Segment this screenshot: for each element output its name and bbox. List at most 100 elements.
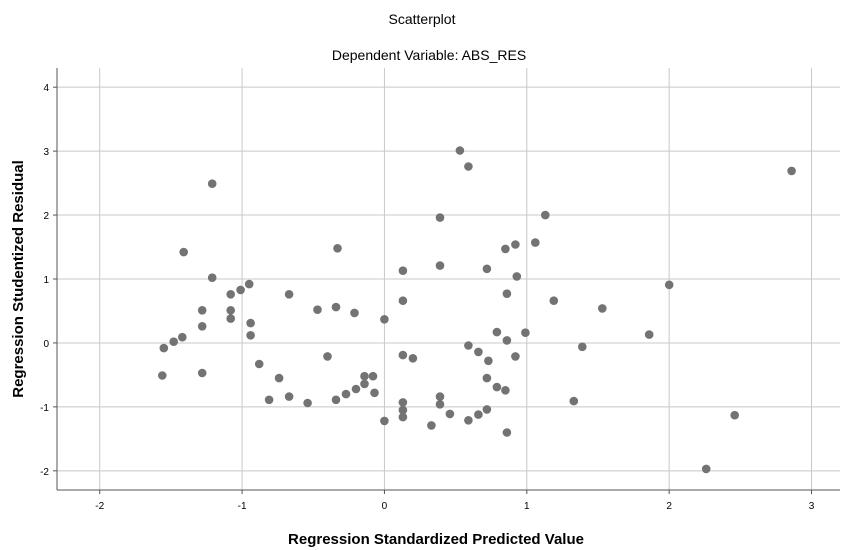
scatter-point — [482, 405, 492, 414]
data-points — [158, 146, 796, 474]
x-tick-label: 3 — [809, 501, 815, 512]
scatter-point — [274, 373, 284, 383]
scatter-point — [313, 305, 322, 315]
scatter-point — [178, 332, 187, 342]
y-tick-label: 1 — [43, 275, 49, 286]
scatter-point — [236, 285, 245, 295]
scatter-point — [398, 350, 408, 360]
y-tick-label: -1 — [40, 403, 49, 414]
scatter-point — [350, 308, 359, 318]
scatter-point — [368, 371, 378, 381]
scatter-point — [380, 315, 389, 324]
scatter-point — [501, 386, 510, 395]
y-tick-label: 3 — [43, 147, 49, 158]
y-tick-label: 0 — [43, 339, 49, 350]
scatter-point — [464, 416, 473, 425]
scatter-point — [380, 416, 389, 426]
scatter-point — [169, 337, 178, 347]
scatter-point — [331, 302, 341, 312]
scatter-point — [511, 352, 520, 361]
scatter-point — [207, 179, 217, 188]
scatter-point — [408, 354, 418, 363]
scatter-point — [511, 240, 520, 249]
y-tick-label: 4 — [43, 83, 49, 94]
scatter-point — [398, 405, 408, 415]
scatter-point — [398, 398, 408, 407]
scatter-point — [482, 373, 492, 383]
x-axis-title: Regression Standardized Predicted Value — [288, 531, 584, 548]
scatter-point — [787, 166, 796, 176]
scatter-point — [435, 261, 445, 270]
scatter-point — [484, 356, 493, 366]
scatter-point — [244, 279, 254, 289]
scatter-point — [158, 371, 167, 380]
scatter-point — [197, 322, 207, 331]
scatter-point — [502, 289, 512, 299]
scatter-point — [502, 336, 512, 345]
tick-labels: -2 -1 0 1 2 3 -2 -1 0 1 2 3 4 — [40, 83, 815, 512]
x-tick-label: -2 — [95, 501, 104, 512]
scatter-point — [464, 162, 473, 171]
scatter-point — [664, 280, 674, 290]
scatter-point — [578, 342, 587, 352]
scatter-point — [501, 244, 510, 254]
y-tick-label: -2 — [40, 467, 49, 478]
scatter-point — [254, 359, 264, 369]
scatter-point — [246, 318, 255, 328]
scatter-point — [730, 410, 739, 420]
grid-lines — [57, 68, 840, 490]
scatter-point — [521, 328, 530, 338]
scatter-point — [492, 327, 502, 337]
scatter-point — [398, 412, 408, 422]
scatter-point — [445, 409, 455, 419]
scatter-point — [323, 352, 332, 361]
scatter-point — [644, 330, 654, 339]
y-tick-label: 2 — [43, 211, 49, 222]
scatter-point — [435, 213, 445, 222]
scatter-point — [474, 347, 483, 357]
scatter-point — [159, 343, 169, 353]
x-tick-label: 0 — [382, 501, 388, 512]
scatter-point — [435, 400, 445, 409]
scatter-point — [226, 314, 235, 323]
scatter-point — [226, 306, 235, 315]
scatter-point — [284, 392, 294, 401]
axes — [53, 68, 840, 494]
scatter-point — [351, 384, 361, 394]
chart-subtitle: Dependent Variable: ABS_RES — [332, 47, 526, 63]
x-tick-label: 2 — [666, 501, 672, 512]
scatter-point — [427, 421, 436, 430]
y-axis-title: Regression Studentized Residual — [10, 160, 27, 398]
scatter-point — [197, 368, 207, 378]
scatter-point — [226, 290, 235, 299]
scatter-point — [492, 382, 502, 392]
scatter-point — [531, 238, 540, 247]
scatter-point — [474, 410, 483, 419]
scatter-point — [331, 395, 341, 405]
scatter-point — [246, 331, 255, 340]
scatter-point — [541, 210, 550, 220]
scatter-point — [207, 273, 217, 283]
scatter-point — [360, 379, 369, 389]
scatter-point — [333, 244, 342, 253]
scatter-point — [482, 264, 492, 274]
chart-title: Scatterplot — [389, 11, 456, 27]
scatter-point — [701, 464, 711, 474]
scatter-point — [464, 341, 473, 350]
scatter-point — [398, 296, 408, 306]
x-tick-label: -1 — [238, 501, 247, 512]
scatter-point — [598, 304, 607, 313]
x-tick-label: 1 — [524, 501, 530, 512]
scatter-point — [360, 371, 369, 381]
scatter-point — [455, 146, 465, 155]
scatter-point — [398, 266, 408, 276]
scatter-point — [303, 398, 312, 408]
scatter-point — [370, 388, 379, 398]
scatter-point — [569, 396, 579, 406]
scatter-point — [435, 392, 445, 401]
scatter-point — [264, 395, 274, 405]
scatter-point — [502, 428, 512, 437]
scatter-point — [512, 272, 522, 281]
scatter-point — [197, 306, 207, 315]
